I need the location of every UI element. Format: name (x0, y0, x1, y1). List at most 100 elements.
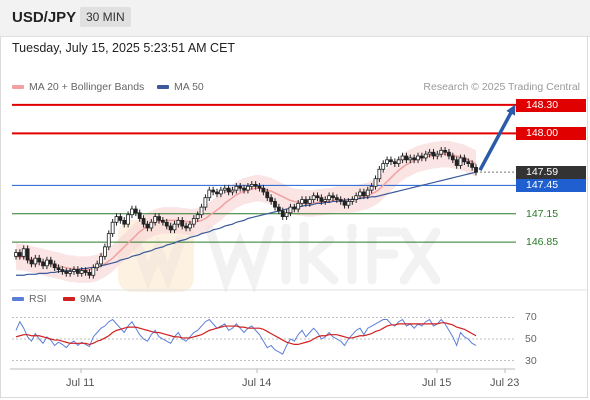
level-label-148.00: 148.00 (516, 127, 586, 141)
candle-down (211, 189, 216, 193)
candle-down (466, 161, 471, 165)
x-axis-ticks (80, 369, 506, 373)
candle-down (141, 218, 146, 225)
candle-down (180, 219, 185, 227)
x-tick-label: Jul 11 (66, 377, 95, 389)
ma20-label: MA 20 + Bollinger Bands (29, 81, 145, 93)
candle-up (95, 263, 100, 269)
candle-down (470, 163, 475, 168)
rsi-tick-70: 70 (525, 311, 537, 324)
legend-rsi-ma: 9MA (63, 293, 102, 305)
candle-down (462, 157, 467, 163)
x-tick-label: Jul 15 (422, 377, 452, 389)
rsi-tick-30: 30 (525, 354, 537, 367)
candle-up (427, 151, 432, 155)
candle-up (346, 201, 351, 206)
candle-down (137, 212, 142, 219)
candle-down (404, 155, 409, 161)
candle-down (238, 185, 243, 189)
candle-up (369, 185, 374, 191)
candle-down (342, 201, 347, 206)
candle-up (218, 189, 223, 195)
candle-up (172, 223, 177, 231)
candle-down (87, 272, 92, 276)
candle-up (195, 214, 200, 219)
candle-down (215, 191, 219, 195)
candle-down (338, 199, 343, 202)
candle-up (99, 255, 103, 265)
candle-up (423, 153, 428, 159)
candle-down (52, 263, 57, 269)
level-label-147.45: 147.45 (516, 179, 586, 193)
candle-down (226, 187, 231, 193)
candle-down (29, 259, 34, 265)
candle-down (253, 184, 258, 187)
candle-up (91, 267, 96, 276)
candle-down (160, 219, 165, 223)
candle-down (25, 248, 30, 261)
timeframe-badge[interactable]: 30 MIN (80, 7, 131, 27)
candle-up (188, 223, 192, 229)
candle-up (435, 153, 440, 157)
candle-up (373, 178, 378, 187)
candle-down (118, 216, 123, 221)
candle-down (447, 151, 451, 157)
candle-up (130, 208, 134, 216)
bollinger-bands (16, 140, 476, 283)
candle-down (168, 225, 173, 231)
candle-down (419, 155, 424, 159)
ma20-swatch (12, 85, 24, 89)
candle-up (103, 246, 107, 257)
candle-up (416, 155, 420, 161)
candle-up (234, 185, 239, 191)
candle-up (354, 195, 359, 200)
candle-down (133, 208, 138, 214)
candle-down (17, 252, 22, 257)
candle-down (431, 151, 436, 157)
candlesticks (14, 147, 478, 279)
candle-down (265, 191, 270, 199)
candle-up (439, 149, 444, 155)
level-label-147.59: 147.59 (516, 166, 586, 180)
candle-down (389, 159, 393, 163)
candle-down (392, 161, 397, 165)
price-levels (12, 103, 516, 243)
candle-down (242, 187, 246, 191)
candle-down (361, 191, 366, 197)
x-tick-label: Jul 23 (490, 377, 520, 389)
candle-up (14, 252, 18, 257)
candle-down (334, 197, 339, 200)
candle-up (307, 199, 312, 204)
candle-down (412, 157, 417, 161)
candle-up (323, 199, 328, 202)
candle-down (41, 261, 45, 267)
candle-up (153, 216, 158, 223)
rsi-ma-swatch (63, 297, 75, 301)
candle-up (381, 163, 386, 170)
candle-down (261, 187, 266, 193)
candle-down (164, 221, 169, 227)
candle-down (474, 166, 478, 173)
ma50-swatch (157, 85, 169, 89)
candle-up (365, 189, 370, 197)
level-label-148.30: 148.30 (516, 98, 586, 112)
candle-up (79, 270, 84, 274)
candle-up (191, 218, 196, 225)
candle-up (288, 206, 293, 214)
forecast-arrow (478, 104, 516, 171)
bollinger-band-fill (16, 140, 476, 283)
candle-up (203, 197, 208, 208)
research-credit: Research © 2025 Trading Central (423, 81, 580, 93)
candle-up (72, 269, 76, 272)
candle-up (385, 159, 389, 165)
chart-header: USD/JPY 30 MIN (0, 0, 590, 37)
candle-up (106, 233, 111, 248)
legend-rsi: RSI (12, 293, 47, 305)
x-tick-label: Jul 14 (242, 377, 272, 389)
candle-up (246, 185, 250, 191)
rsi-ma-line (15, 322, 477, 346)
candle-down (83, 270, 88, 273)
rsi-tick-50: 50 (525, 333, 537, 345)
rsi-line (15, 318, 477, 355)
symbol-title: USD/JPY (12, 9, 77, 26)
